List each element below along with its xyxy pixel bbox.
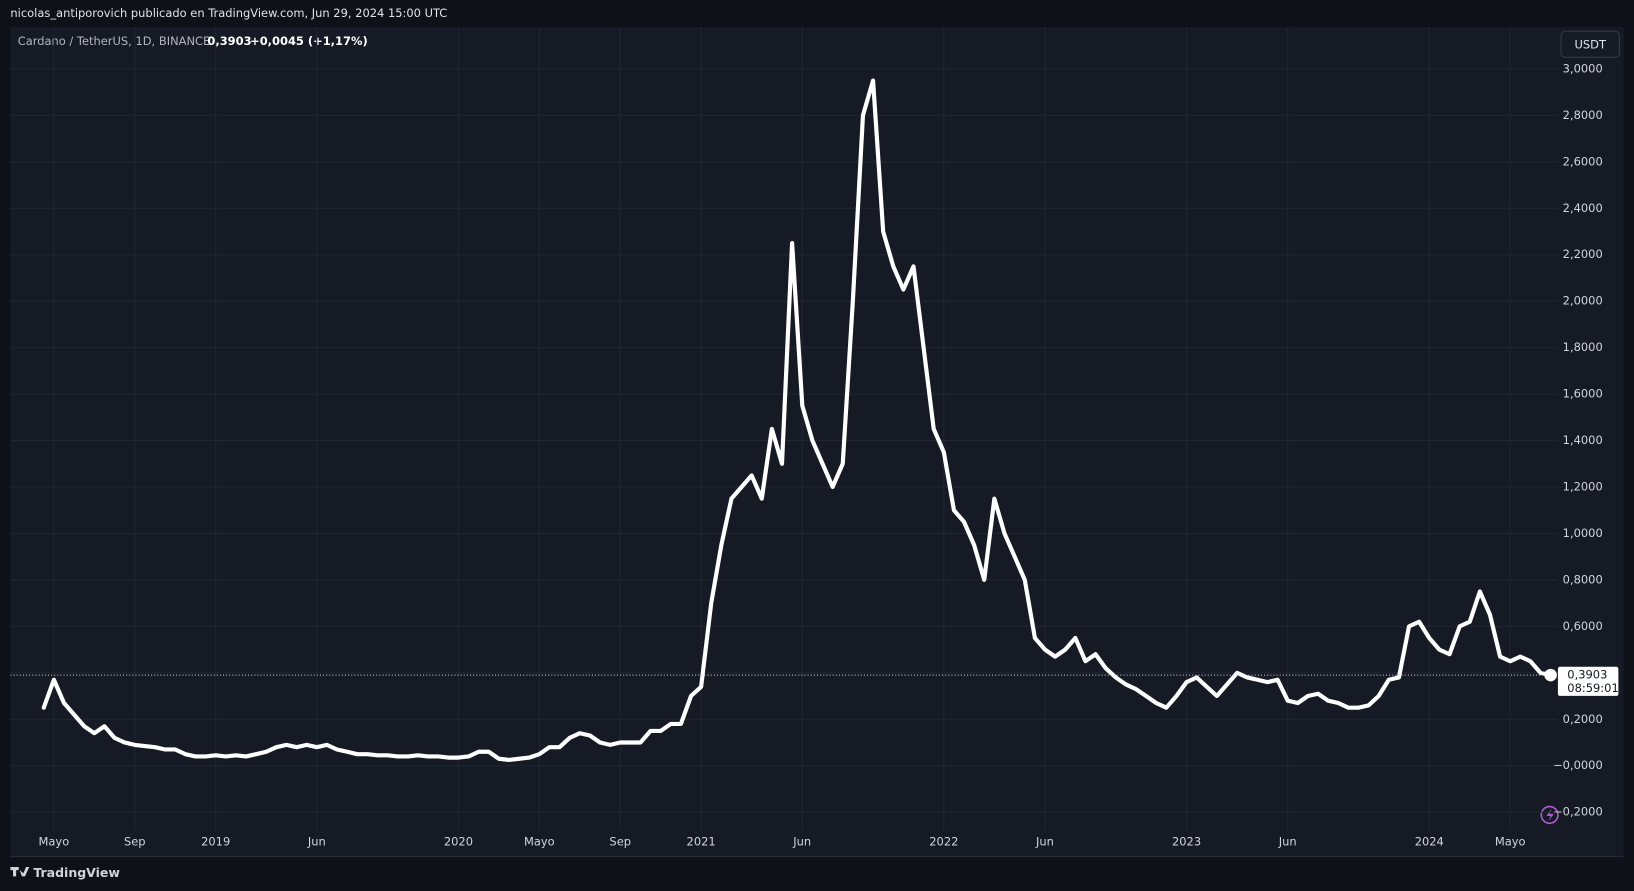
price-tag-value: 0,3903 [1567,668,1607,682]
x-tick-label: Jun [792,835,811,849]
x-tick-label: Jun [1278,835,1297,849]
lightning-bolt [1546,808,1554,822]
x-tick-label: Sep [609,835,631,849]
plot: −0,2000−0,00000,20000,40000,60000,80001,… [10,27,1619,849]
x-tick-label: Jun [1035,835,1054,849]
y-tick-label: 2,0000 [1563,294,1603,308]
lightning-icon[interactable] [1540,805,1559,825]
x-tick-label: 2023 [1172,835,1201,849]
logo-icon [10,867,30,877]
y-tick-label: 0,6000 [1563,619,1603,633]
x-tick-label: Sep [124,835,146,849]
y-tick-label: 1,2000 [1563,480,1603,494]
y-tick-label: 2,6000 [1563,154,1603,168]
x-tick-label: 2022 [929,835,958,849]
legend-change: +0,0045 (+1,17%) [250,34,368,48]
last-point [1544,668,1557,682]
y-tick-label: 2,4000 [1563,201,1603,215]
y-tick-label: 2,2000 [1563,247,1603,261]
x-tick-label: 2024 [1415,835,1444,849]
x-tick-label: 2019 [201,835,230,849]
header: nicolas_antiporovich publicado en Tradin… [10,6,447,20]
price-tag [1557,666,1619,696]
y-tick-label: 1,4000 [1563,433,1603,447]
y-tick-label: −0,0000 [1553,758,1603,772]
x-tick-label: Jun [307,835,326,849]
y-tick-label: 2,8000 [1563,108,1603,122]
price-tag-countdown: 08:59:01 [1567,681,1618,695]
currency[interactable]: USDT [1574,37,1606,51]
chart-pane [10,27,1624,857]
x-tick-label: 2020 [444,835,473,849]
y-tick-label: 1,0000 [1563,526,1603,540]
y-tick-label: 1,6000 [1563,387,1603,401]
y-tick-label: 0,2000 [1563,712,1603,726]
tv-logo [10,867,30,877]
currency-button[interactable] [1560,30,1620,58]
price-line [41,78,1553,762]
x-tick-label: Mayo [39,835,70,849]
x-tick-label: Mayo [1495,835,1526,849]
x-tick-label: 2021 [687,835,716,849]
y-tick-label: 0,8000 [1563,572,1603,586]
x-tick-label: Mayo [524,835,555,849]
y-tick-label: −0,2000 [1553,805,1603,819]
y-tick-label: 1,8000 [1563,340,1603,354]
y-tick-label: 3,0000 [1563,61,1603,75]
legend-price: 0,3903 [207,34,251,48]
symbol: Cardano / TetherUS, 1D, BINANCE [18,34,211,48]
brand: TradingView [33,865,120,880]
